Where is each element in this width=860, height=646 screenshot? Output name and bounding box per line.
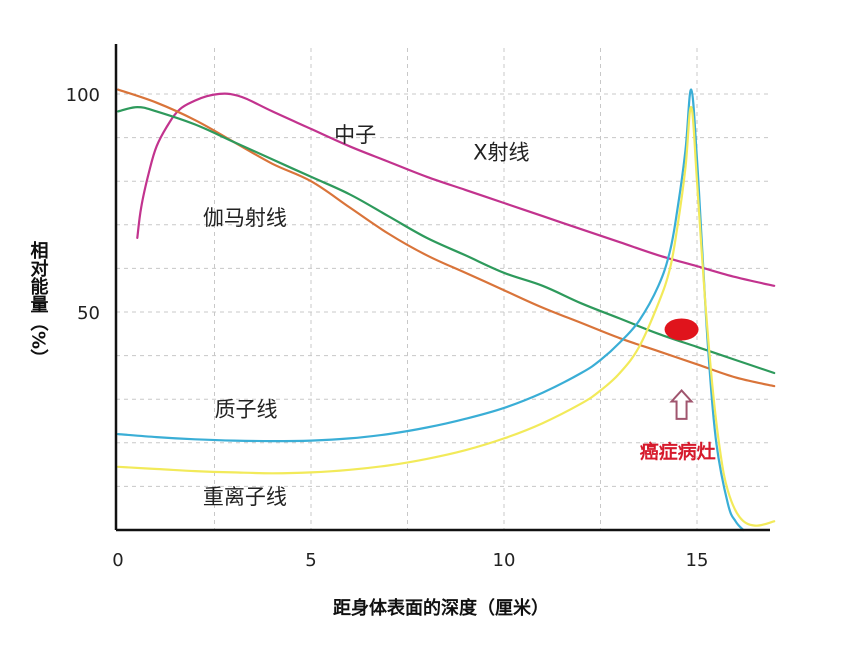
axes — [114, 44, 770, 532]
x-tick-label: 0 — [112, 550, 123, 571]
y-axis-title: 相对能量（%） — [28, 241, 49, 367]
series-label-proton: 质子线 — [215, 398, 278, 422]
y-tick-label: 100 — [66, 85, 100, 106]
y-tick-label: 50 — [77, 303, 100, 324]
x-tick-label: 5 — [305, 550, 316, 571]
series-label-x-ray: X射线 — [473, 140, 529, 164]
x-tick-label: 10 — [493, 550, 516, 571]
series-line-gamma-ray — [116, 106, 776, 375]
series-line-proton — [116, 88, 745, 532]
x-axis-title: 距身体表面的深度（厘米） — [333, 597, 549, 619]
x-tick-label: 15 — [686, 550, 709, 571]
annotations: 癌症病灶 — [640, 318, 716, 463]
tick-labels: 0 5 10 15 50 100 — [66, 85, 709, 571]
series-lines — [116, 88, 776, 532]
tumor-marker — [664, 318, 699, 341]
series-label-neutron: 中子 — [334, 123, 376, 147]
series-label-gamma-ray: 伽马射线 — [203, 206, 287, 230]
annotation-tumor-label: 癌症病灶 — [640, 440, 716, 463]
tumor-arrow-icon — [669, 388, 694, 420]
series-line-heavy-ion — [116, 105, 776, 527]
series-label-heavy-ion: 重离子线 — [203, 485, 287, 509]
series-line-x-ray — [136, 92, 776, 287]
grid-lines — [116, 48, 770, 530]
